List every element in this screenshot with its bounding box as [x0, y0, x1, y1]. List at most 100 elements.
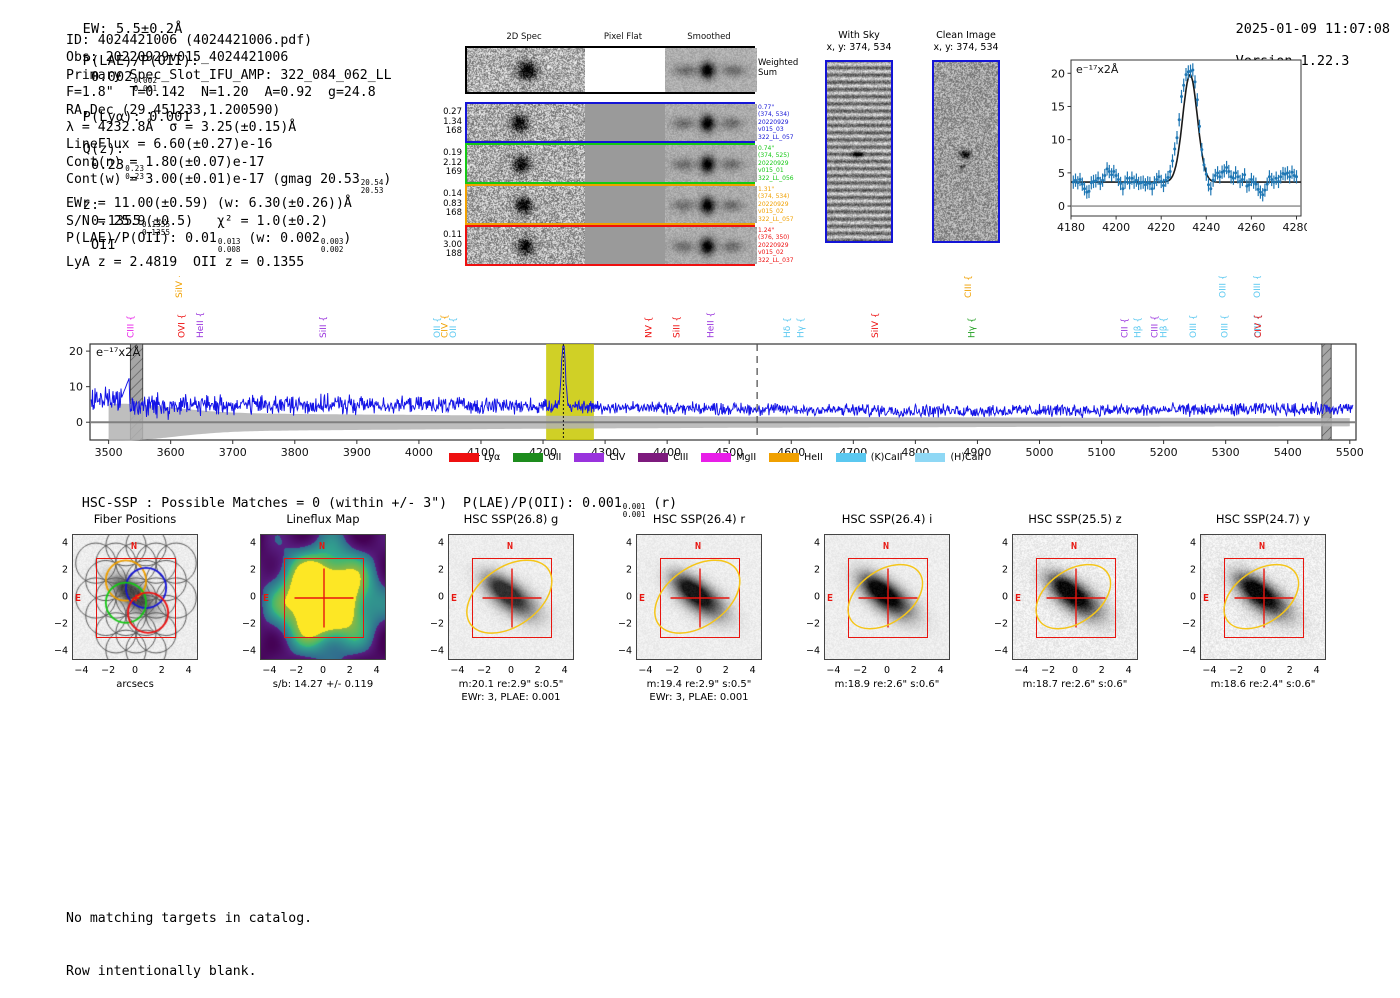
panel-ytick: −4 — [1181, 645, 1196, 657]
compass-east-label: E — [263, 593, 270, 605]
info-sn-chi2: S/N = 25.9(±0.5) χ² = 1.0(±0.2) — [66, 213, 329, 229]
svg-text:OII {: OII { — [433, 317, 443, 338]
panel-caption-2-0: m:20.1 re:2.9" s:0.5" — [458, 679, 564, 690]
panel-title-2: HSC SSP(26.8) g — [463, 512, 559, 526]
spec2d-exposure-strip-0 — [465, 102, 757, 143]
svg-text:Hβ {: Hβ { — [1160, 317, 1170, 338]
cutout-title-text: With Sky — [838, 30, 880, 41]
spec2d-weighted-sum-label: Weighted Sum — [758, 58, 799, 78]
header-plae-value: 0.002 — [90, 69, 133, 85]
panel-overlay — [847, 563, 924, 630]
image-cutouts: With Sky x, y: 374, 534 Clean Image x, y: 3… — [820, 30, 1030, 250]
header-z-label: z: — [82, 197, 100, 213]
aperture-box — [1223, 557, 1305, 639]
legend-label: Lyα — [483, 451, 501, 463]
info-plae-pre: P(LAE)/P(OII): 0.01 — [66, 231, 217, 247]
panel-xtick: 2 — [346, 665, 353, 676]
spec2d-cell — [665, 186, 757, 223]
info-cont-w-lo: 20.53 — [360, 186, 384, 196]
aperture-box — [283, 557, 365, 639]
panel-xtick: −4 — [450, 665, 465, 676]
legend-swatch — [448, 452, 479, 462]
panel-xtick: 4 — [937, 665, 944, 676]
panel-caption-3-1: EWr: 3, PLAE: 0.001 — [649, 692, 749, 703]
aperture-box — [659, 557, 741, 639]
emission-line-legend: Lyα OII CIV CIII MgII HeII (K)CaII (H)CaII — [66, 446, 1366, 468]
panel-overlay — [1223, 563, 1300, 630]
legend-item-lyα: Lyα — [448, 451, 501, 463]
panel-xtick: 0 — [319, 665, 327, 676]
svg-text:Hγ {: Hγ { — [967, 317, 977, 338]
spec2d-cell — [665, 227, 757, 264]
panel-xtick: 2 — [910, 665, 917, 676]
compass-east-label: E — [827, 593, 834, 605]
compass-east-label: E — [75, 593, 82, 605]
panel-ytick: −2 — [429, 618, 444, 630]
spec2d-row-metrics-3: 0.11 3.00 188 — [443, 230, 462, 260]
svg-text:0: 0 — [76, 416, 83, 429]
svg-text:5: 5 — [1058, 167, 1065, 180]
svg-text:4220: 4220 — [1147, 221, 1175, 234]
compass-east-label: E — [639, 593, 646, 605]
panel-overlay — [466, 559, 553, 634]
footer-line-1: No matching targets in catalog. — [66, 911, 313, 926]
panel-title-3: HSC SSP(26.4) r — [652, 512, 746, 526]
full-spectrum-chart: CIII {SiIV {OVI {HeII {SiII {OII {CIV {O… — [66, 276, 1366, 466]
hsc-hi: 0.001 — [622, 502, 646, 511]
spec2d-column-header-2: Smoothed — [687, 32, 731, 42]
svg-text:Hγ {: Hγ { — [797, 317, 807, 338]
panel-xtick: −2 — [289, 665, 304, 676]
legend-item-kcaii: (K)CaII — [835, 452, 902, 463]
compass-north-label: N — [131, 541, 138, 552]
compass-north-label: N — [883, 541, 890, 552]
spec2d-row-meta-2: 1.31" (374, 534) 20220929 v015_02 322_LL_057 — [758, 186, 794, 223]
cutout-image-clean — [932, 60, 1000, 243]
panel-ytick: 0 — [249, 591, 256, 603]
spec2d-column-header-1: Pixel Flat — [603, 32, 643, 42]
svg-text:OIII {: OIII { — [1189, 314, 1199, 338]
info-lambda-sigma: λ = 4232.8Å σ = 3.25(±0.15)Å — [66, 120, 297, 136]
panel-xtick: −4 — [1014, 665, 1029, 676]
legend-swatch — [574, 452, 605, 462]
panel-image-0 — [72, 534, 198, 660]
svg-text:5500: 5500 — [1336, 446, 1364, 459]
svg-text:SiII {: SiII { — [319, 316, 329, 338]
svg-text:e⁻¹⁷x2Å: e⁻¹⁷x2Å — [96, 344, 140, 359]
panel-xtick: −2 — [1229, 665, 1244, 676]
panel-title-5: HSC SSP(25.5) z — [1028, 512, 1122, 526]
svg-text:3900: 3900 — [343, 446, 371, 459]
panel-image-1 — [260, 534, 386, 660]
svg-text:3700: 3700 — [219, 446, 247, 459]
cutout-coords-text: x, y: 374, 534 — [933, 42, 999, 53]
panel-ytick: −2 — [53, 618, 68, 630]
info-plae-w-lo: 0.002 — [320, 245, 344, 255]
compass-east-label: E — [1015, 593, 1022, 605]
cutout-image-with-sky — [825, 60, 893, 243]
legend-item-oii: OII — [513, 452, 561, 463]
svg-text:HeII {: HeII { — [196, 312, 206, 338]
panel-ytick: −2 — [1181, 618, 1196, 630]
legend-swatch — [835, 452, 866, 462]
svg-text:5000: 5000 — [1026, 446, 1054, 459]
info-plae-poii: P(LAE)/P(OII): 0.01 0.013 0.008 (w: 0.002 0… — [66, 230, 392, 254]
spec2d-exposure-strip-2 — [465, 184, 757, 225]
spec2d-weighted-sum-strip — [465, 46, 757, 94]
spec2d-exposure-strip-3 — [465, 225, 757, 266]
panel-xtick: −4 — [638, 665, 653, 676]
header-qz-lo: 0.23 — [125, 172, 145, 181]
legend-label: (H)CaII — [950, 451, 984, 463]
panel-xtick: 2 — [1286, 665, 1293, 676]
svg-text:3600: 3600 — [157, 446, 185, 459]
panel-xtick: −4 — [262, 665, 277, 676]
info-lineflux: LineFlux = 6.60(±0.27)e-16 — [66, 137, 273, 153]
svg-text:e⁻¹⁷x2Å: e⁻¹⁷x2Å — [1076, 63, 1119, 76]
legend-swatch — [513, 452, 544, 462]
svg-text:3800: 3800 — [281, 446, 309, 459]
svg-text:4240: 4240 — [1192, 221, 1220, 234]
svg-text:4180: 4180 — [1057, 221, 1085, 234]
compass-east-label: E — [1203, 593, 1210, 605]
spec2d-cell — [585, 227, 665, 264]
header-summary-line: EW: 5.5±0.2Å P(LAE)/P(OII): 0.002 0.002 0.… — [66, 5, 199, 253]
spec2d-cell — [467, 145, 585, 182]
panel-ytick: 4 — [61, 537, 68, 549]
